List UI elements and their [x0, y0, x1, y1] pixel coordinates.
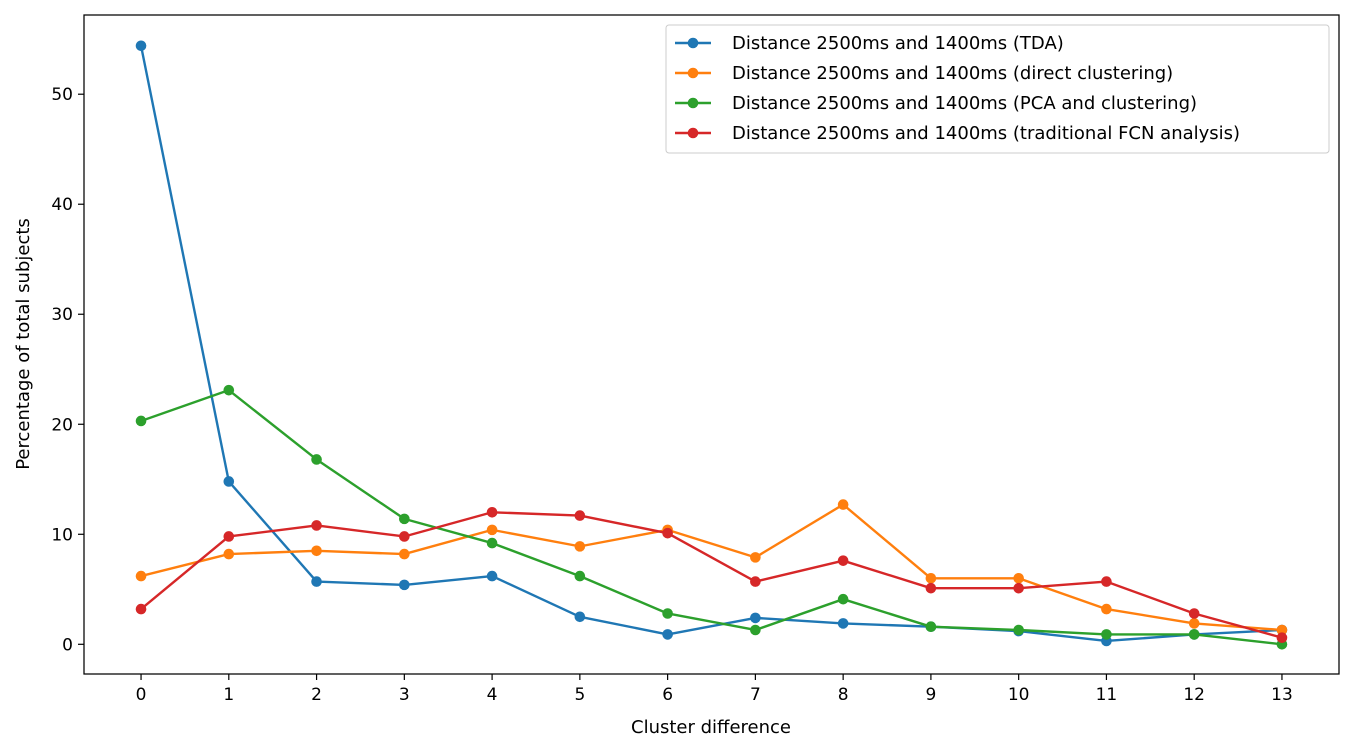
data-point [925, 621, 937, 632]
legend-marker [687, 67, 699, 79]
data-point [837, 499, 849, 510]
data-point [925, 582, 937, 594]
x-tick-label: 0 [136, 685, 147, 705]
data-point [223, 476, 235, 487]
x-tick-label: 4 [487, 685, 498, 705]
y-tick-label: 10 [51, 525, 73, 545]
data-point [662, 629, 673, 640]
data-point [223, 548, 235, 560]
x-tick-label: 10 [1008, 685, 1030, 705]
legend-entry: Distance 2500ms and 1400ms (TDA) [675, 33, 1064, 54]
data-point [662, 608, 673, 619]
data-point [135, 570, 147, 582]
data-point [223, 384, 235, 396]
legend-label: Distance 2500ms and 1400ms (direct clust… [732, 63, 1173, 84]
x-tick-label: 1 [223, 685, 234, 705]
data-point [1013, 582, 1024, 594]
series-3 [135, 506, 1288, 643]
series-layer [135, 40, 1288, 650]
data-point [486, 570, 498, 582]
x-tick-label: 7 [750, 685, 761, 705]
x-tick-label: 2 [311, 685, 322, 705]
data-point [750, 624, 761, 636]
data-point [1101, 629, 1112, 640]
data-point [1276, 632, 1288, 643]
data-point [135, 40, 147, 52]
x-tick-label: 12 [1183, 685, 1205, 705]
series-line [139, 388, 1284, 646]
data-point [311, 520, 322, 531]
series-1 [135, 499, 1288, 636]
data-point [1188, 629, 1200, 640]
data-point [399, 548, 410, 560]
data-point [574, 611, 586, 623]
series-2 [135, 384, 1288, 650]
legend: Distance 2500ms and 1400ms (TDA) Distance… [665, 24, 1330, 154]
y-tick-label: 0 [62, 635, 73, 655]
data-point [750, 612, 761, 624]
x-tick-label: 3 [399, 685, 410, 705]
x-tick-label: 11 [1096, 685, 1118, 705]
legend-entry: Distance 2500ms and 1400ms (PCA and clus… [675, 93, 1197, 114]
data-point [837, 555, 849, 566]
x-tick-label: 8 [838, 685, 849, 705]
data-point [574, 570, 586, 582]
data-point [1013, 624, 1024, 636]
data-point [1013, 572, 1024, 584]
y-tick-label: 20 [51, 415, 73, 435]
y-tick-label: 40 [51, 195, 73, 215]
data-point [837, 618, 849, 629]
y-axis-label: Percentage of total subjects [13, 218, 34, 470]
data-point [925, 572, 937, 584]
legend-entry: Distance 2500ms and 1400ms (direct clust… [675, 63, 1173, 84]
data-point [486, 537, 498, 549]
x-axis-label: Cluster difference [631, 717, 791, 738]
data-point [223, 531, 235, 542]
y-tick-label: 30 [51, 305, 73, 325]
data-point [1188, 618, 1200, 629]
y-tick-label: 50 [51, 85, 73, 105]
data-point [486, 506, 498, 518]
data-point [311, 576, 322, 587]
data-point [662, 527, 673, 539]
data-point [750, 576, 761, 587]
x-tick-label: 5 [574, 685, 585, 705]
data-point [750, 552, 761, 563]
data-point [1101, 603, 1112, 615]
data-point [486, 524, 498, 536]
data-point [311, 454, 322, 465]
data-point [1188, 608, 1200, 619]
legend-label: Distance 2500ms and 1400ms (TDA) [732, 33, 1064, 54]
series-line [139, 44, 1284, 643]
data-point [135, 415, 147, 427]
data-point [311, 545, 322, 557]
data-point [1276, 624, 1288, 636]
legend-marker [687, 37, 699, 49]
data-point [1101, 576, 1112, 587]
data-point [574, 541, 586, 552]
data-point [399, 531, 410, 542]
data-point [837, 593, 849, 605]
legend-label: Distance 2500ms and 1400ms (PCA and clus… [732, 93, 1197, 114]
data-point [399, 579, 410, 591]
series-line [139, 503, 1284, 632]
x-tick-label: 9 [925, 685, 936, 705]
legend-entry: Distance 2500ms and 1400ms (traditional … [675, 123, 1240, 144]
x-tick-label: 13 [1271, 685, 1293, 705]
data-point [399, 513, 410, 525]
y-axis-ticks: 0 10 20 30 40 50 [51, 85, 84, 655]
series-line [139, 511, 1284, 640]
legend-label: Distance 2500ms and 1400ms (traditional … [732, 123, 1240, 144]
data-point [574, 510, 586, 521]
x-tick-label: 6 [662, 685, 673, 705]
legend-marker [687, 97, 699, 109]
data-point [135, 603, 147, 615]
legend-box [665, 24, 1330, 154]
legend-marker [687, 127, 699, 139]
x-axis-ticks: 0 1 2 3 4 5 6 7 8 9 10 11 12 13 [136, 674, 1293, 705]
